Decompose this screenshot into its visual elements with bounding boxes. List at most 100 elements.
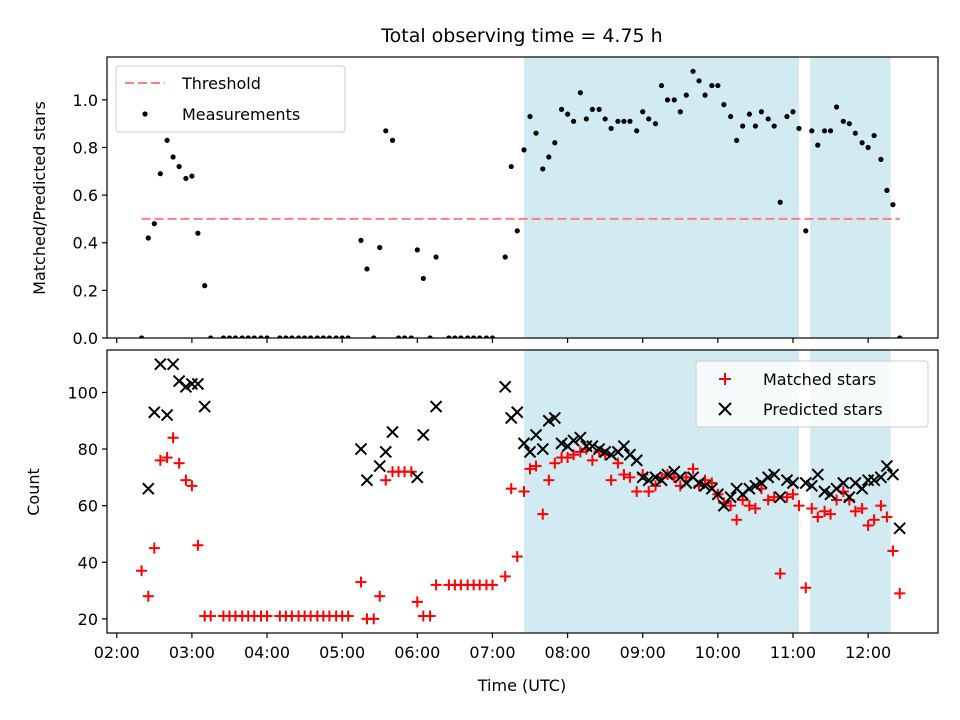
measurement-point [790, 109, 796, 115]
matched-star-point [687, 463, 699, 475]
predicted-star-point [818, 485, 831, 498]
top-y-tick-label: 1.0 [73, 91, 98, 110]
predicted-star-point [179, 380, 193, 393]
matched-star-point [737, 494, 749, 506]
predicted-star-point [642, 473, 655, 487]
top-legend: Threshold Measurements [115, 65, 346, 133]
measurement-point [314, 335, 320, 338]
measurement-point [564, 111, 571, 117]
measurement-point [326, 335, 333, 338]
predicted-star-point [379, 445, 392, 459]
top-axes: 0.0 0.2 0.4 0.6 0.8 1.0 Total observing time … [30, 25, 939, 348]
matched-star-point [605, 474, 617, 486]
predicted-star-point [198, 400, 211, 413]
predicted-star-point [598, 445, 612, 459]
measurement-point [671, 97, 677, 103]
bottom-y-tick-label: 20 [78, 610, 98, 629]
matched-star-point [167, 432, 179, 444]
top-legend-box [115, 65, 346, 133]
measurement-point [452, 335, 458, 338]
matched-star-point [574, 446, 586, 458]
measurement-point [558, 106, 565, 112]
matched-star-point [524, 463, 536, 475]
predicted-star-point [529, 428, 543, 442]
measurement-point [295, 335, 302, 338]
matched-star-point [205, 610, 217, 622]
matched-star-point [768, 491, 780, 503]
measurement-point [758, 109, 765, 115]
matched-star-point [618, 469, 630, 481]
measurement-point [208, 335, 214, 338]
legend-predicted-label: Predicted stars [763, 400, 883, 419]
measurement-point [871, 132, 877, 139]
predicted-star-point [354, 442, 368, 456]
matched-star-point [499, 570, 511, 582]
observing-span-1 [810, 57, 891, 338]
measurement-point [752, 123, 759, 129]
measurement-point [852, 130, 858, 136]
measurement-point [202, 283, 208, 289]
measurement-point [251, 335, 257, 338]
predicted-star-point [429, 400, 443, 413]
matched-star-point [812, 511, 824, 523]
predicted-star-point [574, 431, 587, 444]
predicted-stars-points [142, 357, 906, 535]
matched-star-point [543, 474, 555, 486]
measurement-point [183, 175, 189, 182]
matched-star-point [631, 486, 643, 497]
measurement-point [420, 275, 426, 282]
matched-star-point [680, 471, 692, 483]
measurement-point [333, 335, 339, 338]
x-tick-label: 02:00 [94, 643, 140, 662]
predicted-star-point [761, 471, 775, 484]
predicted-star-point [661, 468, 674, 481]
measurement-point [721, 102, 727, 108]
top-y-ticks: 0.0 0.2 0.4 0.6 0.8 1.0 [73, 91, 107, 348]
x-tick-label: 05:00 [319, 643, 365, 662]
predicted-star-point [586, 440, 599, 453]
predicted-star-point [805, 479, 818, 493]
predicted-star-point [567, 434, 580, 447]
matched-star-point [518, 486, 530, 497]
measurement-point [433, 254, 439, 260]
predicted-star-point [799, 476, 812, 490]
predicted-star-point [636, 471, 649, 484]
measurement-point [577, 90, 583, 96]
measurement-point [471, 335, 477, 338]
matched-star-point [793, 500, 805, 512]
matched-star-point [856, 502, 868, 514]
matched-star-point [743, 500, 755, 512]
matched-star-point [731, 514, 743, 526]
matched-star-point [430, 579, 442, 591]
measurement-point [664, 97, 671, 103]
measurement-point [846, 121, 852, 127]
measurement-point [796, 125, 802, 132]
bottom-y-axis-label: Count [24, 468, 43, 516]
measurement-point [289, 335, 295, 338]
top-y-tick-label: 0.6 [73, 186, 98, 205]
legend-predicted-swatch [718, 402, 732, 416]
predicted-star-point [880, 459, 894, 473]
predicted-star-point [160, 408, 174, 422]
matched-star-point [562, 452, 574, 464]
measurement-point [258, 335, 264, 338]
x-tick-label: 03:00 [169, 643, 215, 662]
predicted-star-point [749, 479, 762, 493]
matched-star-point [849, 505, 861, 517]
matched-star-point [749, 502, 761, 514]
measurement-point [465, 335, 471, 338]
predicted-star-point [360, 473, 374, 487]
matched-star-point [486, 579, 498, 591]
measurement-point [477, 335, 483, 338]
top-y-tick-label: 0.0 [73, 329, 98, 348]
measurement-point [621, 118, 627, 124]
predicted-star-point [536, 442, 549, 456]
measurement-point [884, 187, 890, 193]
measurement-point [151, 221, 157, 227]
measurement-point [777, 199, 783, 205]
predicted-star-point [630, 454, 643, 467]
measurement-point [634, 128, 640, 134]
measurement-point [728, 113, 734, 120]
measurement-point [658, 82, 665, 89]
